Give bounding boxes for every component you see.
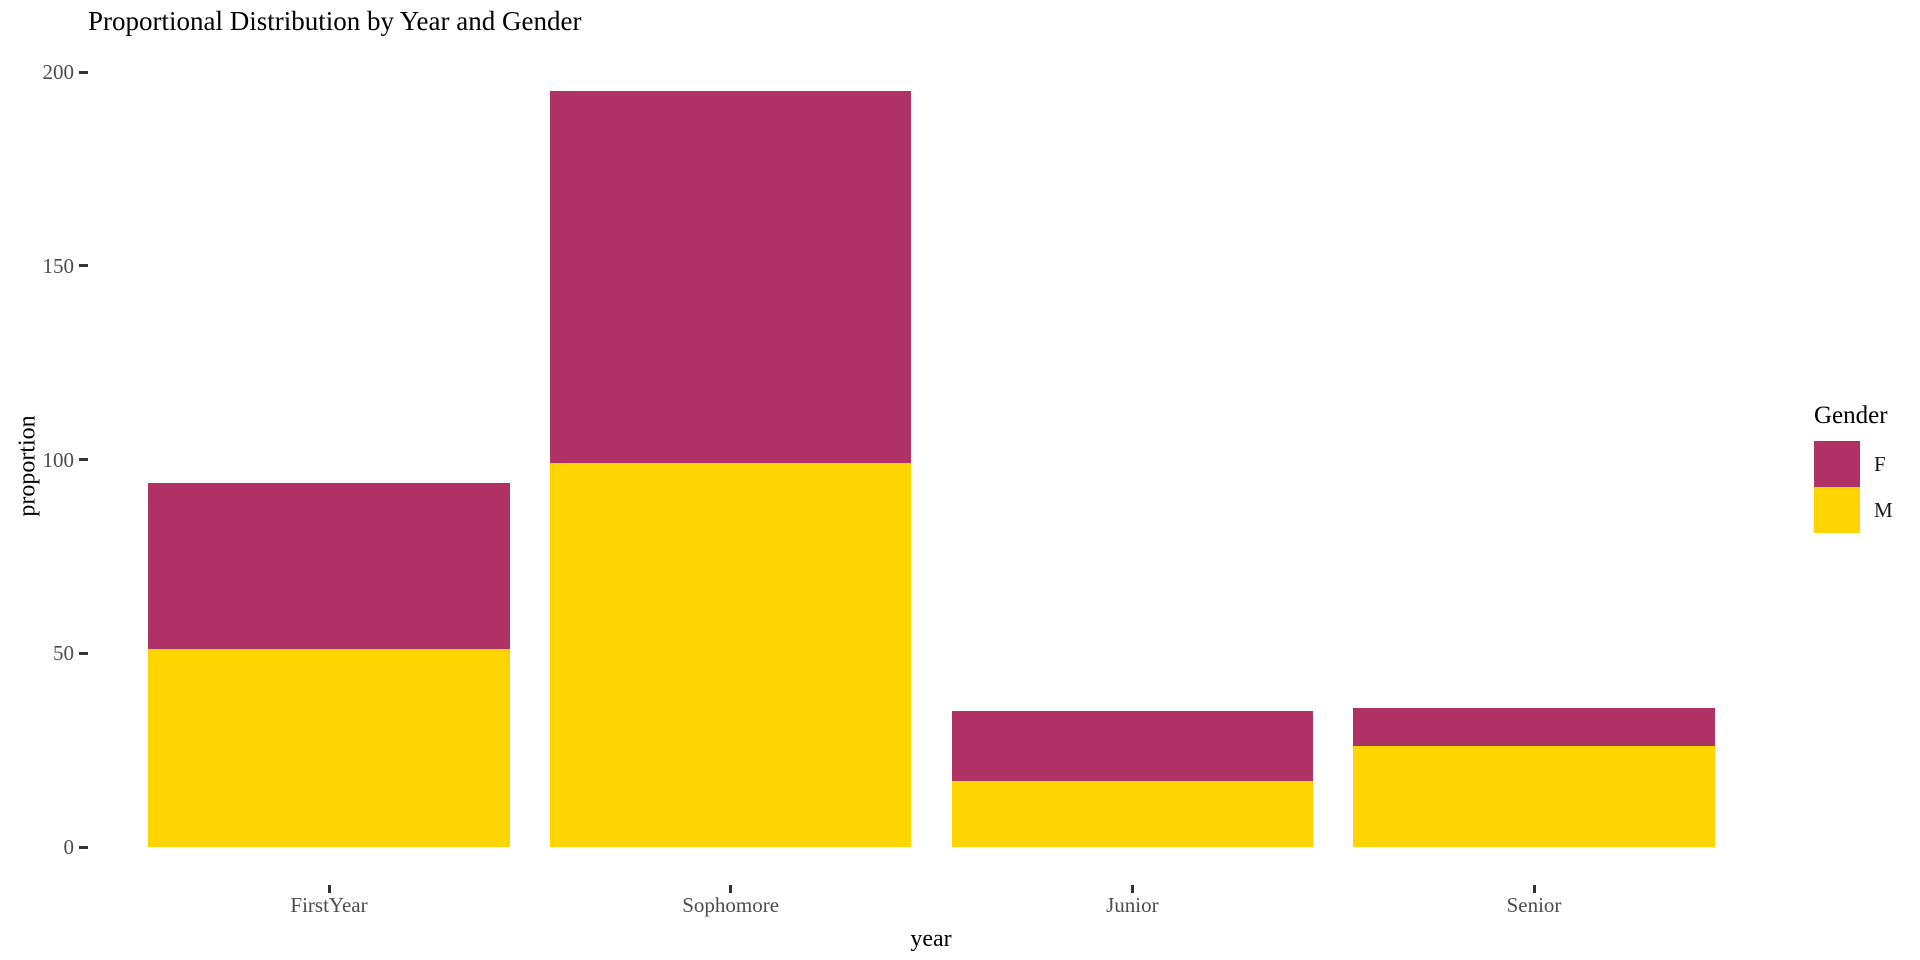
legend-label-f: F (1874, 451, 1886, 476)
legend-entry-f: F (1814, 441, 1893, 487)
bar-segment-firstyear-m (148, 649, 510, 847)
y-tick-label: 200 (42, 60, 75, 84)
x-tick-mark (327, 885, 331, 893)
x-tick-label: FirstYear (290, 893, 368, 917)
x-tick-label: Sophomore (682, 893, 780, 917)
y-tick-label: 100 (42, 447, 75, 472)
legend-swatch-f (1814, 441, 1860, 487)
x-tick-label: Senior (1506, 893, 1562, 917)
legend-label-m: M (1874, 497, 1893, 522)
y-tick-mark (79, 845, 88, 849)
y-tick-label: 150 (42, 253, 75, 278)
bar-segment-sophomore-f (549, 91, 912, 464)
y-tick-mark (79, 264, 88, 268)
y-tick-label: 0 (63, 835, 75, 859)
x-tick-mark (1532, 885, 1536, 893)
bar-segment-junior-f (951, 711, 1314, 782)
x-axis-title: year (910, 926, 952, 952)
legend-title: Gender (1814, 402, 1888, 429)
x-tick-mark (729, 885, 733, 893)
bar-segment-senior-m (1353, 746, 1715, 847)
bar-segment-senior-f (1353, 707, 1715, 747)
y-tick-mark (79, 70, 88, 74)
x-tick-label: Junior (1106, 893, 1159, 917)
x-tick-mark (1130, 885, 1134, 893)
y-tick-label: 50 (53, 641, 74, 666)
y-tick-mark (79, 458, 88, 461)
bar-segment-firstyear-f (148, 482, 510, 650)
legend-entry-m: M (1814, 487, 1893, 533)
bar-segment-junior-m (951, 781, 1314, 847)
legend-swatch-m (1814, 487, 1860, 533)
bar-segment-sophomore-m (549, 463, 912, 847)
chart-title: Proportional Distribution by Year and Ge… (88, 6, 582, 36)
y-tick-mark (79, 651, 88, 655)
